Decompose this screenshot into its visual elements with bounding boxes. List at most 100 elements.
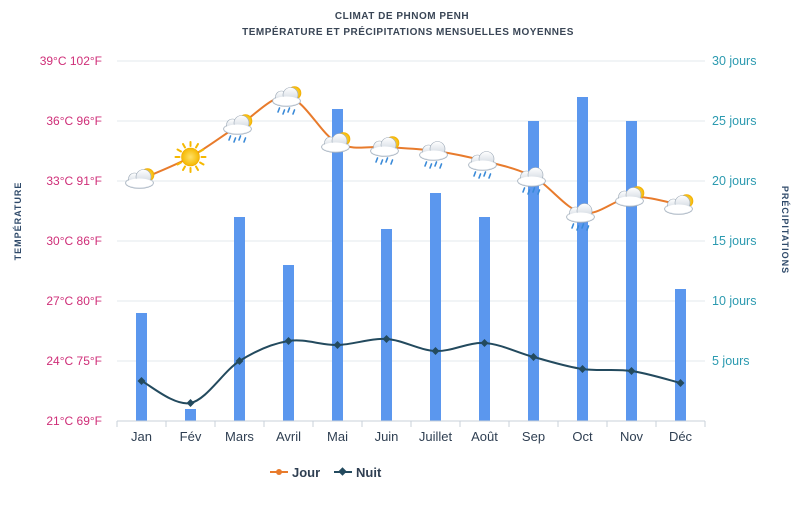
legend-night-marker bbox=[338, 467, 347, 476]
rain-drop bbox=[571, 223, 575, 229]
rain-drop bbox=[473, 171, 477, 177]
sun-ray bbox=[176, 161, 182, 166]
precipitation-bar[interactable] bbox=[185, 409, 196, 421]
day-line bbox=[141, 95, 681, 215]
precipitation-bar[interactable] bbox=[136, 313, 147, 421]
y-right-tick: 20 jours bbox=[712, 174, 756, 188]
legend-day-label: Jour bbox=[292, 465, 320, 480]
sun-ray bbox=[199, 161, 205, 166]
y-right-tick: 30 jours bbox=[712, 54, 756, 68]
night-point[interactable] bbox=[431, 347, 440, 355]
cloud-fill bbox=[567, 212, 594, 222]
x-tick-label: Nov bbox=[620, 429, 644, 444]
weather-icons bbox=[125, 86, 694, 231]
precipitation-bar[interactable] bbox=[430, 193, 441, 421]
y-left-tick: 36°C 96°F bbox=[46, 114, 102, 128]
grid-lines bbox=[117, 60, 705, 422]
y-left-tick: 33°C 91°F bbox=[46, 174, 102, 188]
y-right-tick: 5 jours bbox=[712, 354, 750, 368]
x-tick-label: Août bbox=[471, 429, 498, 444]
rain-drop bbox=[238, 135, 242, 141]
rain-drop bbox=[527, 189, 531, 195]
night-point[interactable] bbox=[382, 335, 391, 343]
sun-ray bbox=[182, 143, 186, 149]
sun-ray bbox=[195, 165, 199, 171]
precipitation-bar[interactable] bbox=[234, 217, 245, 421]
chart-subtitle: TEMPÉRATURE ET PRÉCIPITATIONS MENSUELLES… bbox=[242, 25, 574, 38]
x-tick-label: Fév bbox=[180, 429, 202, 444]
night-point[interactable] bbox=[480, 339, 489, 347]
legend: Jour Nuit bbox=[270, 465, 382, 480]
y-right-tick-labels: 5 jours 10 jours 15 jours 20 jours 25 jours 3… bbox=[712, 54, 756, 368]
rain-drop bbox=[586, 225, 590, 231]
precipitation-bars bbox=[136, 97, 686, 421]
y-left-axis-title: TEMPÉRATURE bbox=[13, 182, 23, 261]
night-line bbox=[141, 337, 681, 405]
precipitation-bar[interactable] bbox=[381, 229, 392, 421]
legend-item-day[interactable]: Jour bbox=[270, 465, 320, 480]
night-point[interactable] bbox=[284, 337, 293, 345]
cloud-fill bbox=[420, 150, 447, 160]
rain-drop bbox=[434, 161, 438, 167]
precipitation-bar[interactable] bbox=[479, 217, 490, 421]
cloud-fill bbox=[224, 124, 251, 134]
rain-drop bbox=[488, 173, 492, 179]
sun-ray bbox=[182, 165, 186, 171]
precipitation-bar[interactable] bbox=[626, 121, 637, 421]
y-left-tick: 39°C 102°F bbox=[40, 54, 102, 68]
cloud-fill bbox=[518, 176, 545, 186]
legend-night-label: Nuit bbox=[356, 465, 382, 480]
rain-drop bbox=[478, 173, 482, 179]
rain-drop bbox=[287, 107, 291, 113]
rain-drop bbox=[277, 107, 281, 113]
cloud-sun-icon bbox=[321, 132, 351, 153]
rain-drop bbox=[483, 171, 487, 177]
sun-ray bbox=[199, 148, 205, 153]
rain-drop bbox=[385, 157, 389, 163]
night-point[interactable] bbox=[186, 399, 195, 407]
rain-drop bbox=[424, 161, 428, 167]
x-tick-label: Mars bbox=[225, 429, 254, 444]
precipitation-bar[interactable] bbox=[332, 109, 343, 421]
x-tick-label: Jan bbox=[131, 429, 152, 444]
y-right-tick: 15 jours bbox=[712, 234, 756, 248]
cloud-fill bbox=[469, 160, 496, 170]
night-point[interactable] bbox=[235, 357, 244, 365]
cloud-sun-rain-icon bbox=[223, 114, 253, 143]
rain-drop bbox=[532, 187, 536, 193]
rain-drop bbox=[581, 223, 585, 229]
rain-drop bbox=[429, 163, 433, 169]
precipitation-bar[interactable] bbox=[675, 289, 686, 421]
partly-cloudy-icon bbox=[125, 168, 155, 189]
y-left-tick: 21°C 69°F bbox=[46, 414, 102, 428]
night-series bbox=[137, 335, 685, 407]
rain-drop bbox=[537, 189, 541, 195]
x-tick-label: Oct bbox=[572, 429, 593, 444]
x-tick-label: Juin bbox=[375, 429, 399, 444]
cloud-fill bbox=[322, 142, 349, 152]
cloud-rain-icon bbox=[468, 151, 497, 179]
night-point[interactable] bbox=[137, 377, 146, 385]
legend-item-night[interactable]: Nuit bbox=[334, 465, 382, 480]
cloud-rain-icon bbox=[566, 203, 595, 231]
y-left-tick: 24°C 75°F bbox=[46, 354, 102, 368]
cloud-sun-rain-icon bbox=[272, 86, 302, 115]
cloud-rain-icon bbox=[517, 167, 546, 195]
rain-drop bbox=[282, 109, 286, 115]
sun-disc bbox=[181, 147, 200, 167]
x-tick-label: Juillet bbox=[419, 429, 453, 444]
cloud-fill bbox=[371, 146, 398, 156]
precipitation-bar[interactable] bbox=[528, 121, 539, 421]
precipitation-bar[interactable] bbox=[577, 97, 588, 421]
night-point[interactable] bbox=[333, 341, 342, 349]
rain-drop bbox=[243, 137, 247, 143]
sun-ray bbox=[195, 143, 199, 149]
rain-drop bbox=[375, 157, 379, 163]
chart-title: CLIMAT DE PHNOM PENH bbox=[335, 11, 469, 22]
cloud-rain-icon bbox=[419, 141, 448, 169]
partly-cloudy-icon bbox=[664, 194, 694, 215]
rain-drop bbox=[233, 137, 237, 143]
y-left-tick: 30°C 86°F bbox=[46, 234, 102, 248]
x-tick-label: Déc bbox=[669, 429, 693, 444]
